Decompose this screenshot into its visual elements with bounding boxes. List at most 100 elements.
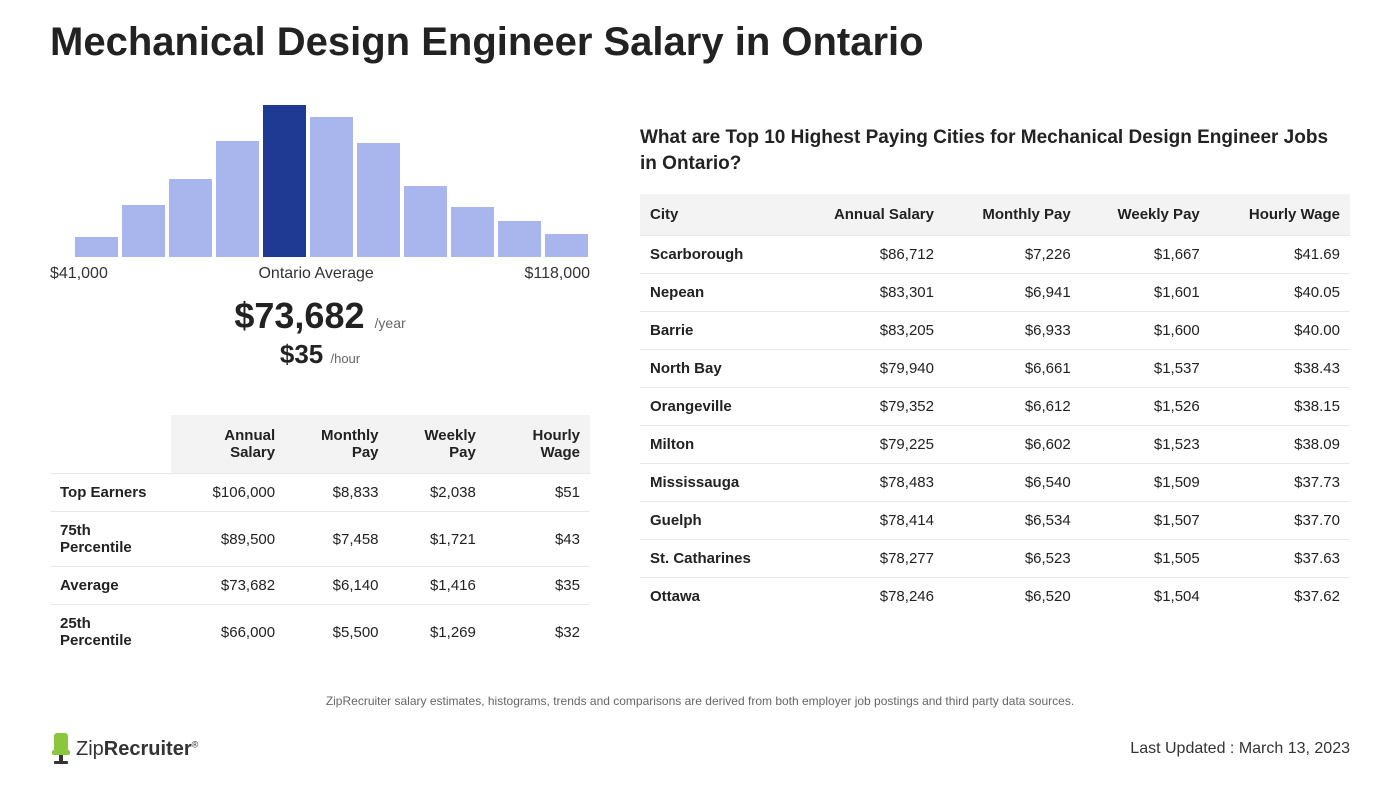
histogram-bar <box>122 205 165 257</box>
axis-max-label: $118,000 <box>524 265 590 283</box>
salary-year-suffix: /year <box>375 315 406 331</box>
table-cell: $32 <box>486 605 590 660</box>
page-title: Mechanical Design Engineer Salary in Ont… <box>50 20 1350 65</box>
table-cell: St. Catharines <box>640 540 793 578</box>
table-cell: $1,537 <box>1081 350 1210 388</box>
table-header: City <box>640 194 793 236</box>
table-cell: $37.62 <box>1210 578 1350 616</box>
table-row: Milton$79,225$6,602$1,523$38.09 <box>640 426 1350 464</box>
table-cell: $78,483 <box>793 464 944 502</box>
salary-histogram <box>73 105 590 257</box>
salary-year-value: $73,682 <box>234 295 364 336</box>
table-cell: $40.00 <box>1210 312 1350 350</box>
table-cell: $79,940 <box>793 350 944 388</box>
histogram-bar <box>216 141 259 257</box>
table-cell: $37.70 <box>1210 502 1350 540</box>
table-cell: $6,140 <box>285 567 388 605</box>
table-cell: $7,226 <box>944 236 1081 274</box>
histogram-bar <box>357 143 400 257</box>
table-cell: $8,833 <box>285 474 388 512</box>
table-cell: $37.63 <box>1210 540 1350 578</box>
table-cell: $6,933 <box>944 312 1081 350</box>
histogram-bar <box>545 234 588 257</box>
table-header <box>50 415 171 474</box>
table-cell: $78,246 <box>793 578 944 616</box>
table-cell: Orangeville <box>640 388 793 426</box>
table-cell: $86,712 <box>793 236 944 274</box>
logo-chair-icon <box>50 733 72 765</box>
right-column: What are Top 10 Highest Paying Cities fo… <box>640 105 1350 659</box>
table-row: Ottawa$78,246$6,520$1,504$37.62 <box>640 578 1350 616</box>
table-cell: $79,225 <box>793 426 944 464</box>
axis-min-label: $41,000 <box>50 265 108 283</box>
table-cell: $78,414 <box>793 502 944 540</box>
table-cell: $2,038 <box>389 474 486 512</box>
table-cell: Scarborough <box>640 236 793 274</box>
table-cell: Average <box>50 567 171 605</box>
table-cell: $6,523 <box>944 540 1081 578</box>
table-row: Nepean$83,301$6,941$1,601$40.05 <box>640 274 1350 312</box>
table-cell: $1,505 <box>1081 540 1210 578</box>
table-cell: $41.69 <box>1210 236 1350 274</box>
ziprecruiter-logo: ZipRecruiter® <box>50 733 198 765</box>
table-cell: $51 <box>486 474 590 512</box>
table-cell: Guelph <box>640 502 793 540</box>
table-row: 25th Percentile$66,000$5,500$1,269$32 <box>50 605 590 660</box>
table-cell: $6,534 <box>944 502 1081 540</box>
table-cell: 25th Percentile <box>50 605 171 660</box>
table-header: Monthly Pay <box>285 415 388 474</box>
table-row: Top Earners$106,000$8,833$2,038$51 <box>50 474 590 512</box>
histogram-bar <box>498 221 541 257</box>
table-cell: $38.15 <box>1210 388 1350 426</box>
table-row: Orangeville$79,352$6,612$1,526$38.15 <box>640 388 1350 426</box>
cities-table: CityAnnual SalaryMonthly PayWeekly PayHo… <box>640 194 1350 615</box>
salary-per-year: $73,682 /year <box>50 295 590 337</box>
table-cell: Ottawa <box>640 578 793 616</box>
table-cell: $1,667 <box>1081 236 1210 274</box>
table-cell: $6,520 <box>944 578 1081 616</box>
table-header: Weekly Pay <box>1081 194 1210 236</box>
salary-per-hour: $35 /hour <box>50 339 590 370</box>
table-cell: $5,500 <box>285 605 388 660</box>
histogram-bar <box>75 237 118 257</box>
salary-hour-suffix: /hour <box>330 351 360 366</box>
cities-title: What are Top 10 Highest Paying Cities fo… <box>640 125 1350 176</box>
axis-center-label: Ontario Average <box>108 265 525 283</box>
table-cell: $66,000 <box>171 605 285 660</box>
table-row: 75th Percentile$89,500$7,458$1,721$43 <box>50 512 590 567</box>
table-cell: $1,601 <box>1081 274 1210 312</box>
left-column: $41,000 Ontario Average $118,000 $73,682… <box>50 105 590 659</box>
table-row: Barrie$83,205$6,933$1,600$40.00 <box>640 312 1350 350</box>
table-cell: $1,600 <box>1081 312 1210 350</box>
table-header: Annual Salary <box>171 415 285 474</box>
table-cell: $6,941 <box>944 274 1081 312</box>
table-cell: $106,000 <box>171 474 285 512</box>
main-content-row: $41,000 Ontario Average $118,000 $73,682… <box>50 105 1350 659</box>
table-cell: $6,612 <box>944 388 1081 426</box>
table-cell: Top Earners <box>50 474 171 512</box>
table-header: Annual Salary <box>793 194 944 236</box>
table-cell: $83,205 <box>793 312 944 350</box>
table-cell: Milton <box>640 426 793 464</box>
table-cell: North Bay <box>640 350 793 388</box>
table-cell: $1,509 <box>1081 464 1210 502</box>
table-cell: $37.73 <box>1210 464 1350 502</box>
summary-table: Annual SalaryMonthly PayWeekly PayHourly… <box>50 415 590 659</box>
logo-text: ZipRecruiter® <box>76 738 198 761</box>
table-cell: $6,661 <box>944 350 1081 388</box>
table-header: Weekly Pay <box>389 415 486 474</box>
footer: ZipRecruiter® Last Updated : March 13, 2… <box>50 733 1350 765</box>
table-header: Hourly Wage <box>1210 194 1350 236</box>
salary-hour-value: $35 <box>280 339 323 369</box>
table-cell: $1,526 <box>1081 388 1210 426</box>
histogram-bar <box>169 179 212 257</box>
table-cell: $83,301 <box>793 274 944 312</box>
table-cell: Barrie <box>640 312 793 350</box>
table-cell: $78,277 <box>793 540 944 578</box>
table-cell: $1,721 <box>389 512 486 567</box>
table-row: Scarborough$86,712$7,226$1,667$41.69 <box>640 236 1350 274</box>
histogram-bar <box>263 105 306 257</box>
table-cell: $1,504 <box>1081 578 1210 616</box>
table-cell: $1,416 <box>389 567 486 605</box>
table-row: St. Catharines$78,277$6,523$1,505$37.63 <box>640 540 1350 578</box>
